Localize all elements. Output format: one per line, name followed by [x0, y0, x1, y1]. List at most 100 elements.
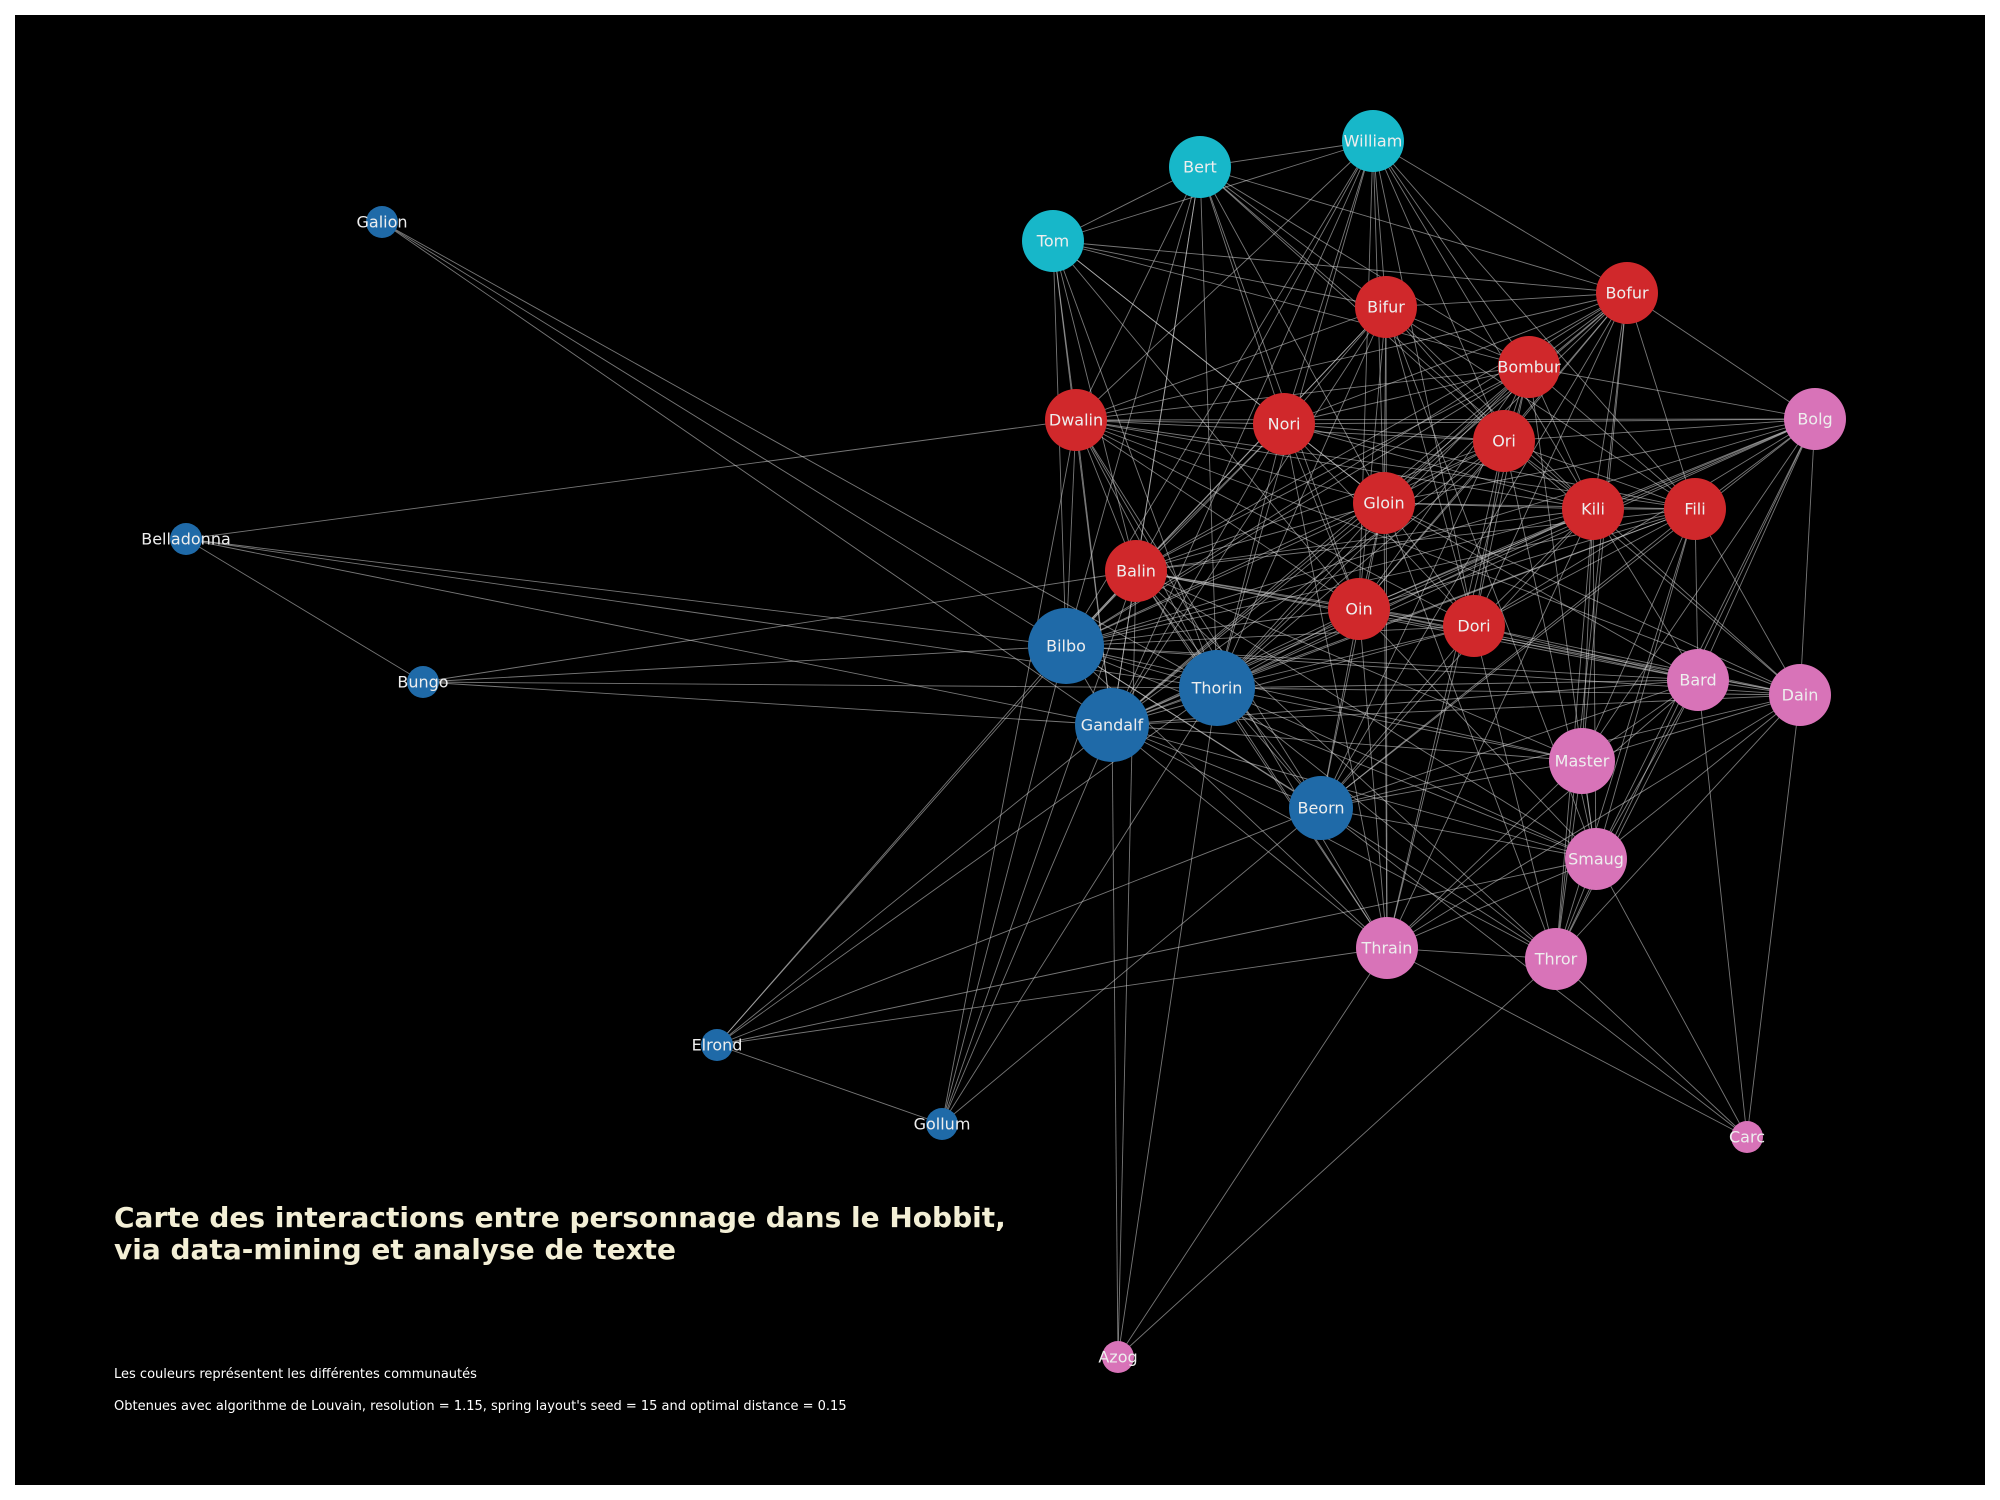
node-dain[interactable]: Dain — [1769, 664, 1831, 726]
edge-gandalf-gloin — [1111, 502, 1385, 726]
node-kili[interactable]: Kili — [1562, 478, 1624, 540]
node-bifur[interactable]: Bifur — [1355, 276, 1417, 338]
node-circle-dain[interactable] — [1769, 664, 1831, 726]
node-fili[interactable]: Fili — [1664, 478, 1726, 540]
node-circle-balin[interactable] — [1105, 540, 1167, 602]
edge-thorin-bifur — [1216, 306, 1387, 689]
node-nori[interactable]: Nori — [1253, 393, 1315, 455]
node-circle-bert[interactable] — [1169, 136, 1231, 198]
edge-tom-bofur — [1052, 240, 1628, 294]
edge-thorin-bard — [1216, 679, 1699, 689]
node-master[interactable]: Master — [1549, 728, 1615, 794]
node-circle-dori[interactable] — [1443, 595, 1505, 657]
node-circle-bard[interactable] — [1667, 649, 1729, 711]
node-circle-fili[interactable] — [1664, 478, 1726, 540]
edge-bolg-smaug — [1595, 418, 1816, 860]
edge-bard-smaug — [1595, 679, 1699, 860]
edge-dwalin-bolg — [1075, 418, 1816, 421]
edge-bifur-bofur — [1385, 292, 1628, 308]
node-azog[interactable]: Azog — [1098, 1341, 1138, 1373]
node-gollum[interactable]: Gollum — [914, 1108, 971, 1140]
node-circle-tom[interactable] — [1022, 210, 1084, 272]
node-bombur[interactable]: Bombur — [1497, 336, 1561, 398]
node-circle-thorin[interactable] — [1179, 650, 1255, 726]
node-bungo[interactable]: Bungo — [397, 666, 449, 698]
edge-william-fili — [1372, 140, 1696, 510]
node-tom[interactable]: Tom — [1022, 210, 1084, 272]
node-circle-gloin[interactable] — [1353, 472, 1415, 534]
node-circle-thror[interactable] — [1525, 928, 1587, 990]
node-circle-carc[interactable] — [1731, 1121, 1763, 1153]
node-balin[interactable]: Balin — [1105, 540, 1167, 602]
edge-gloin-bofur — [1383, 292, 1628, 504]
node-label-carc: Carc — [1729, 1128, 1765, 1147]
node-dwalin[interactable]: Dwalin — [1045, 389, 1107, 451]
edge-william-bofur — [1372, 140, 1628, 294]
node-ori[interactable]: Ori — [1473, 410, 1535, 472]
node-circle-bombur[interactable] — [1498, 336, 1560, 398]
node-label-dori: Dori — [1457, 617, 1490, 636]
edge-fili-dain — [1694, 508, 1801, 696]
node-beorn[interactable]: Beorn — [1289, 776, 1353, 840]
node-circle-belladonna[interactable] — [170, 523, 202, 555]
node-circle-smaug[interactable] — [1565, 828, 1627, 890]
node-circle-kili[interactable] — [1562, 478, 1624, 540]
edge-gloin-thror — [1383, 502, 1557, 960]
node-circle-bolg[interactable] — [1784, 388, 1846, 450]
node-bofur[interactable]: Bofur — [1596, 262, 1658, 324]
edge-balin-bard — [1135, 570, 1699, 681]
node-william[interactable]: William — [1342, 110, 1404, 172]
edge-bert-gloin — [1199, 166, 1385, 504]
edge-thorin-gloin — [1216, 502, 1385, 689]
node-circle-dwalin[interactable] — [1045, 389, 1107, 451]
node-thorin[interactable]: Thorin — [1179, 650, 1255, 726]
node-circle-bifur[interactable] — [1355, 276, 1417, 338]
node-circle-elrond[interactable] — [701, 1029, 733, 1061]
node-circle-azog[interactable] — [1102, 1341, 1134, 1373]
node-bilbo[interactable]: Bilbo — [1028, 608, 1104, 684]
node-smaug[interactable]: Smaug — [1565, 828, 1627, 890]
node-gandalf[interactable]: Gandalf — [1075, 688, 1149, 762]
edge-oin-thrain — [1358, 608, 1388, 949]
node-circle-gollum[interactable] — [926, 1108, 958, 1140]
edge-dwalin-oin — [1075, 419, 1360, 610]
edge-bert-bifur — [1199, 166, 1387, 308]
node-label-dain: Dain — [1782, 686, 1819, 705]
edge-william-gandalf — [1111, 140, 1374, 726]
node-circle-nori[interactable] — [1253, 393, 1315, 455]
node-circle-gandalf[interactable] — [1075, 688, 1149, 762]
node-carc[interactable]: Carc — [1729, 1121, 1765, 1153]
caption-method: Obtenues avec algorithme de Louvain, res… — [114, 1399, 847, 1414]
node-bert[interactable]: Bert — [1169, 136, 1231, 198]
node-circle-master[interactable] — [1549, 728, 1615, 794]
node-elrond[interactable]: Elrond — [692, 1029, 743, 1061]
edge-gollum-beorn — [941, 807, 1322, 1125]
node-thror[interactable]: Thror — [1525, 928, 1587, 990]
node-bolg[interactable]: Bolg — [1784, 388, 1846, 450]
edge-oin-bombur — [1358, 366, 1530, 610]
node-label-bungo: Bungo — [397, 673, 448, 692]
node-belladonna[interactable]: Belladonna — [141, 523, 231, 555]
node-circle-oin[interactable] — [1328, 578, 1390, 640]
edge-gollum-dwalin — [941, 419, 1077, 1125]
node-thrain[interactable]: Thrain — [1356, 917, 1418, 979]
node-circle-bungo[interactable] — [407, 666, 439, 698]
node-gloin[interactable]: Gloin — [1353, 472, 1415, 534]
node-galion[interactable]: Galion — [356, 206, 408, 238]
edge-belladonna-bungo — [185, 538, 424, 683]
node-circle-bilbo[interactable] — [1028, 608, 1104, 684]
edge-beorn-dwalin — [1075, 419, 1322, 809]
edge-bilbo-nori — [1065, 423, 1285, 647]
node-circle-galion[interactable] — [366, 206, 398, 238]
edge-dwalin-bofur — [1075, 292, 1628, 421]
node-circle-thrain[interactable] — [1356, 917, 1418, 979]
node-circle-bofur[interactable] — [1596, 262, 1658, 324]
node-circle-beorn[interactable] — [1289, 776, 1353, 840]
node-circle-william[interactable] — [1342, 110, 1404, 172]
edge-gandalf-dwalin — [1075, 419, 1113, 726]
node-dori[interactable]: Dori — [1443, 595, 1505, 657]
node-circle-ori[interactable] — [1473, 410, 1535, 472]
node-bard[interactable]: Bard — [1667, 649, 1729, 711]
node-oin[interactable]: Oin — [1328, 578, 1390, 640]
